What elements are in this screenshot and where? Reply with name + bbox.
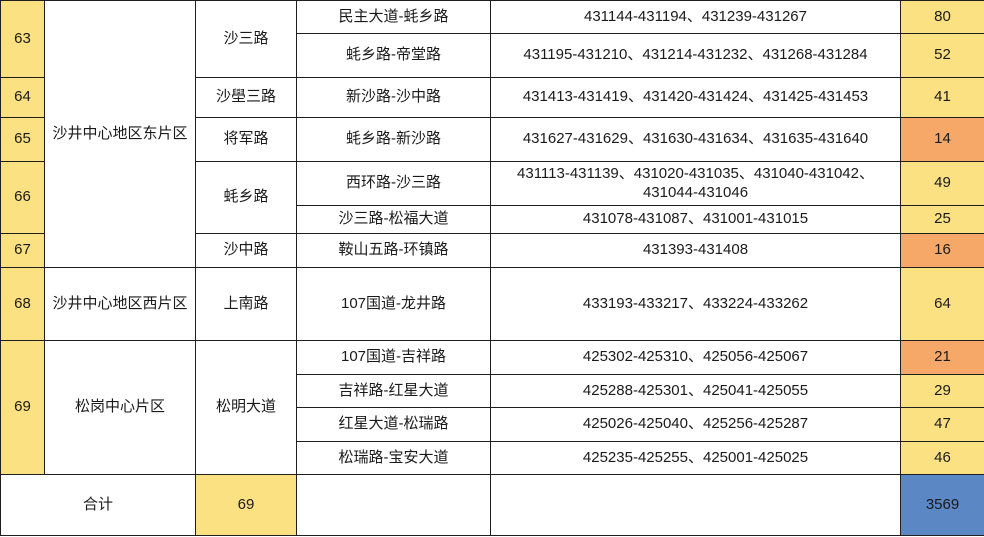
empty-cell — [296, 474, 491, 536]
count-cell: 41 — [900, 77, 984, 118]
count-cell: 49 — [900, 161, 984, 206]
number-ranges-cell: 431144-431194、431239-431267 — [490, 0, 901, 34]
road-cell: 沙中路 — [195, 233, 297, 268]
road-cell: 蚝乡路 — [195, 161, 297, 234]
count-cell: 52 — [900, 33, 984, 78]
count-cell: 25 — [900, 205, 984, 234]
number-ranges-cell: 425288-425301、425041-425055 — [490, 374, 901, 408]
count-cell: 16 — [900, 233, 984, 268]
segment-cell: 西环路-沙三路 — [296, 161, 491, 206]
number-ranges-cell: 425026-425040、425256-425287 — [490, 407, 901, 442]
row-number-cell: 67 — [0, 233, 45, 268]
road-cell: 将军路 — [195, 117, 297, 162]
road-cell: 松明大道 — [195, 340, 297, 475]
segment-cell: 沙三路-松福大道 — [296, 205, 491, 234]
count-cell: 29 — [900, 374, 984, 408]
number-ranges-cell: 431393-431408 — [490, 233, 901, 268]
number-ranges-cell: 431113-431139、431020-431035、431040-43104… — [490, 161, 901, 206]
district-cell: 沙井中心地区东片区 — [44, 0, 196, 268]
number-ranges-cell: 425302-425310、425056-425067 — [490, 340, 901, 375]
segment-cell: 蚝乡路-帝堂路 — [296, 33, 491, 78]
road-cell: 沙三路 — [195, 0, 297, 78]
road-cell: 沙壆三路 — [195, 77, 297, 118]
segment-cell: 107国道-龙井路 — [296, 267, 491, 341]
segment-cell: 红星大道-松瑞路 — [296, 407, 491, 442]
count-cell: 21 — [900, 340, 984, 375]
count-cell: 14 — [900, 117, 984, 162]
segment-cell: 吉祥路-红星大道 — [296, 374, 491, 408]
row-number-cell: 69 — [0, 340, 45, 475]
number-ranges-cell: 431195-431210、431214-431232、431268-43128… — [490, 33, 901, 78]
row-number-cell: 64 — [0, 77, 45, 118]
segment-cell: 新沙路-沙中路 — [296, 77, 491, 118]
count-cell: 80 — [900, 0, 984, 34]
row-number-cell: 68 — [0, 267, 45, 341]
grand-total-cell: 3569 — [900, 474, 984, 536]
segment-cell: 松瑞路-宝安大道 — [296, 441, 491, 475]
district-cell: 沙井中心地区西片区 — [44, 267, 196, 341]
total-label-cell: 合计 — [0, 474, 196, 536]
empty-cell — [490, 474, 901, 536]
segment-cell: 107国道-吉祥路 — [296, 340, 491, 375]
count-cell: 47 — [900, 407, 984, 442]
number-ranges-cell: 433193-433217、433224-433262 — [490, 267, 901, 341]
road-cell: 上南路 — [195, 267, 297, 341]
count-cell: 64 — [900, 267, 984, 341]
district-cell: 松岗中心片区 — [44, 340, 196, 475]
number-ranges-cell: 425235-425255、425001-425025 — [490, 441, 901, 475]
count-cell: 46 — [900, 441, 984, 475]
number-ranges-cell: 431413-431419、431420-431424、431425-43145… — [490, 77, 901, 118]
total-roads-cell: 69 — [195, 474, 297, 536]
row-number-cell: 66 — [0, 161, 45, 234]
number-ranges-cell: 431627-431629、431630-431634、431635-43164… — [490, 117, 901, 162]
number-ranges-cell: 431078-431087、431001-431015 — [490, 205, 901, 234]
row-number-cell: 65 — [0, 117, 45, 162]
segment-cell: 蚝乡路-新沙路 — [296, 117, 491, 162]
segment-cell: 民主大道-蚝乡路 — [296, 0, 491, 34]
row-number-cell: 63 — [0, 0, 45, 78]
segment-cell: 鞍山五路-环镇路 — [296, 233, 491, 268]
